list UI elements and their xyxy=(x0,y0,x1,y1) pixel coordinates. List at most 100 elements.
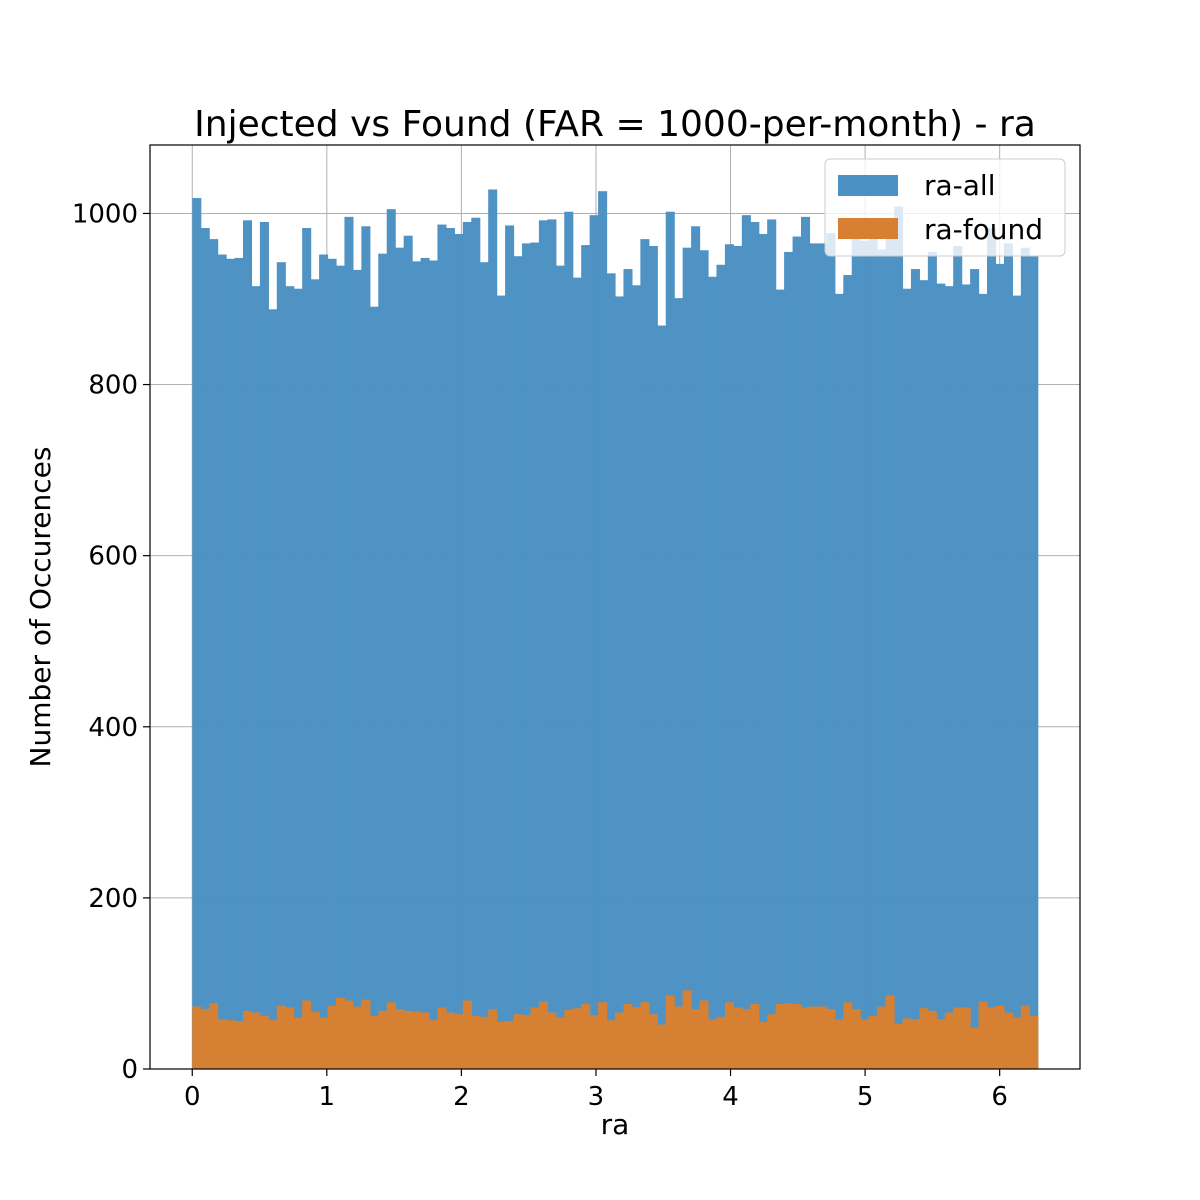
bar-ra-found xyxy=(226,1020,236,1069)
bar-ra-all xyxy=(944,286,954,1070)
bar-ra-all xyxy=(242,220,253,1070)
bar-ra-all xyxy=(319,254,329,1069)
bar-ra-found xyxy=(200,1009,210,1069)
bar-ra-found xyxy=(944,1012,954,1069)
bar-ra-found xyxy=(970,1027,980,1069)
bar-ra-all xyxy=(767,219,777,1069)
bar-ra-all xyxy=(471,217,481,1069)
bar-ra-found xyxy=(572,1008,582,1069)
bar-ra-found xyxy=(192,1006,202,1069)
bar-ra-all xyxy=(352,269,362,1069)
bar-ra-found xyxy=(767,1014,777,1069)
bar-ra-all xyxy=(784,251,794,1069)
bar-ra-all xyxy=(327,258,337,1069)
bar-ra-all xyxy=(251,286,261,1070)
bar-ra-all xyxy=(369,306,379,1069)
bar-ra-all xyxy=(860,240,870,1070)
bar-ra-found xyxy=(479,1016,489,1069)
bar-ra-all xyxy=(276,262,286,1069)
bar-ra-all xyxy=(386,209,396,1069)
bar-ra-found xyxy=(801,1007,811,1069)
bar-ra-found xyxy=(708,1019,718,1069)
bar-ra-found xyxy=(217,1019,227,1069)
bar-ra-all xyxy=(750,222,760,1069)
bar-ra-found xyxy=(860,1019,870,1069)
bar-ra-all xyxy=(817,243,827,1069)
y-axis-ticks: 0 200 400 600 800 1000 xyxy=(72,199,150,1085)
bar-ra-all xyxy=(437,224,447,1070)
bar-ra-all xyxy=(910,269,920,1069)
bar-ra-found xyxy=(310,1011,320,1069)
bar-ra-all xyxy=(361,226,371,1069)
bar-ra-found xyxy=(1012,1017,1022,1069)
bar-ra-found xyxy=(555,1017,565,1069)
bar-ra-found xyxy=(488,1009,498,1069)
bar-ra-found xyxy=(741,1009,751,1069)
bar-ra-all xyxy=(217,254,227,1069)
bar-ra-all xyxy=(479,262,489,1069)
bar-ra-all xyxy=(454,233,464,1069)
bar-ra-found xyxy=(513,1014,523,1069)
bar-ra-found xyxy=(581,1003,591,1069)
bar-ra-all xyxy=(420,257,430,1069)
bar-ra-all xyxy=(987,227,997,1069)
bar-ra-found xyxy=(412,1011,422,1069)
series-ra-all xyxy=(192,189,1039,1070)
bar-ra-found xyxy=(505,1021,515,1069)
bar-ra-found xyxy=(894,1023,904,1069)
bar-ra-found xyxy=(631,1007,641,1069)
bar-ra-found xyxy=(733,1007,743,1069)
bar-ra-found xyxy=(293,1017,303,1069)
bar-ra-all xyxy=(851,219,861,1069)
bar-ra-found xyxy=(276,1005,286,1069)
bar-ra-found xyxy=(826,1009,836,1069)
bar-ra-all xyxy=(412,261,422,1069)
bar-ra-all xyxy=(302,227,312,1069)
bar-ra-all xyxy=(1012,295,1022,1070)
legend-swatch-ra-all xyxy=(838,175,898,196)
bar-ra-all xyxy=(310,279,320,1069)
series-ra-found xyxy=(192,990,1039,1069)
bar-ra-all xyxy=(902,288,912,1069)
bar-ra-found xyxy=(302,1000,312,1069)
bar-ra-all xyxy=(1029,256,1039,1069)
bar-ra-all xyxy=(623,269,633,1069)
bar-ra-found xyxy=(640,1002,650,1069)
bar-ra-found xyxy=(369,1015,379,1069)
x-axis-ticks: 0 1 2 3 4 5 6 xyxy=(184,1069,1008,1112)
bar-ra-all xyxy=(978,293,988,1069)
bar-ra-found xyxy=(1020,1005,1030,1069)
y-tick-label: 1000 xyxy=(72,199,138,229)
bar-ra-all xyxy=(970,269,980,1069)
bar-ra-found xyxy=(691,1009,701,1069)
bar-ra-found xyxy=(936,1019,946,1069)
bar-ra-all xyxy=(572,277,582,1070)
bar-ra-found xyxy=(352,1006,362,1069)
bar-ra-all xyxy=(894,206,904,1070)
bar-ra-found xyxy=(437,1007,447,1069)
bar-ra-all xyxy=(268,309,278,1069)
bar-ra-found xyxy=(386,1002,396,1069)
bar-ra-found xyxy=(234,1021,244,1069)
bar-ra-all xyxy=(259,222,269,1069)
bar-ra-found xyxy=(716,1016,726,1069)
y-tick-label: 800 xyxy=(88,371,138,401)
bar-ra-found xyxy=(344,1000,354,1069)
bar-ra-all xyxy=(344,216,354,1069)
bar-ra-found xyxy=(927,1010,937,1069)
bar-ra-all xyxy=(885,222,895,1069)
bar-ra-found xyxy=(995,1005,1005,1069)
bar-ra-found xyxy=(454,1014,464,1069)
bar-ra-all xyxy=(335,265,346,1070)
bar-ra-all xyxy=(547,219,557,1069)
bar-ra-found xyxy=(538,1001,548,1069)
x-tick-label: 0 xyxy=(184,1082,201,1112)
bar-ra-found xyxy=(268,1020,278,1069)
x-tick-label: 3 xyxy=(588,1082,605,1112)
bar-ra-found xyxy=(919,1008,929,1069)
bar-ra-found xyxy=(843,1002,853,1069)
bar-ra-all xyxy=(995,263,1005,1069)
bar-ra-found xyxy=(834,1019,844,1069)
bar-ra-found xyxy=(961,1007,971,1069)
